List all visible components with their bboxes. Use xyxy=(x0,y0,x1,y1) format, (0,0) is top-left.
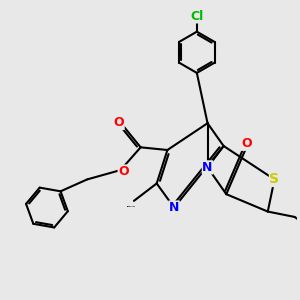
Text: methyl-line: methyl-line xyxy=(127,206,135,207)
Text: N: N xyxy=(202,161,213,174)
Text: S: S xyxy=(269,172,280,186)
Text: Cl: Cl xyxy=(190,10,203,23)
Text: O: O xyxy=(113,116,124,130)
Text: O: O xyxy=(241,137,252,150)
Text: N: N xyxy=(169,201,179,214)
Text: O: O xyxy=(118,165,129,178)
